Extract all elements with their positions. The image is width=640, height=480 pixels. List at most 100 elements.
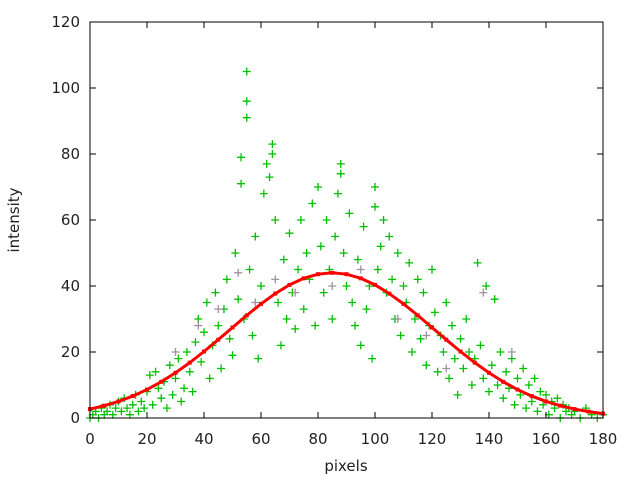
data-point [316, 242, 325, 251]
data-point [422, 331, 431, 340]
data-point [408, 348, 417, 356]
fit-point [358, 276, 363, 281]
data-point [271, 216, 280, 224]
fit-point [116, 399, 121, 404]
data-point [242, 113, 251, 122]
fit-curve [89, 271, 604, 416]
data-point [177, 397, 186, 406]
data-point [479, 288, 488, 297]
data-point [490, 295, 499, 304]
data-point [225, 334, 234, 343]
data-point [459, 364, 468, 373]
data-point [510, 400, 519, 409]
x-tick-label: 100 [361, 430, 390, 448]
data-point [447, 321, 456, 330]
fit-point [330, 270, 335, 275]
data-point [168, 390, 177, 399]
data-point [154, 384, 163, 393]
fit-point [387, 291, 392, 296]
data-point [479, 374, 488, 383]
fit-point [572, 407, 577, 412]
fit-point [216, 337, 221, 342]
data-point [362, 305, 371, 314]
data-point [348, 298, 357, 307]
data-point [197, 357, 206, 366]
data-point [442, 298, 451, 307]
fit-point [472, 360, 477, 365]
fit-point [458, 349, 463, 354]
data-point [353, 255, 362, 264]
data-point [473, 258, 482, 267]
fit-point [415, 313, 420, 318]
fit-point [373, 282, 377, 287]
data-point [137, 397, 146, 406]
data-point [419, 288, 428, 297]
data-point [485, 387, 493, 396]
data-point [342, 282, 351, 290]
data-point [328, 282, 337, 290]
data-point [336, 159, 345, 168]
data-point [194, 321, 203, 330]
data-point [328, 315, 337, 323]
data-point [453, 390, 462, 399]
data-point [148, 400, 157, 409]
fit-point [187, 360, 192, 365]
y-tick-label: 80 [61, 145, 80, 163]
data-point [291, 288, 300, 297]
x-tick-label: 60 [251, 430, 270, 448]
y-tick-label: 60 [61, 211, 80, 229]
fit-point [130, 394, 135, 399]
data-point [445, 374, 454, 383]
data-point [188, 387, 197, 396]
data-point [171, 374, 180, 383]
data-point [302, 249, 311, 257]
data-point [311, 321, 320, 330]
data-point [262, 159, 271, 168]
data-point [211, 288, 220, 297]
data-point [299, 305, 308, 314]
data-point [379, 216, 388, 224]
data-point [182, 348, 191, 356]
data-point [533, 407, 542, 416]
data-point [536, 387, 545, 396]
data-point [399, 282, 408, 290]
x-tick-label: 140 [475, 430, 504, 448]
data-point [322, 216, 331, 224]
data-point [416, 334, 425, 343]
x-tick-label: 0 [85, 430, 95, 448]
data-point [356, 265, 365, 274]
fit-point [544, 399, 548, 404]
y-tick-label: 100 [51, 79, 80, 97]
data-point [276, 341, 285, 350]
data-point [180, 384, 189, 393]
data-point [202, 298, 211, 307]
data-point [231, 249, 240, 257]
data-point [513, 374, 522, 383]
fit-point [529, 394, 534, 399]
plot-frame [89, 21, 604, 419]
data-point [217, 364, 226, 373]
data-point [385, 232, 394, 241]
data-point [410, 315, 419, 323]
data-point [157, 394, 166, 403]
data-point [530, 374, 539, 383]
fit-point [444, 337, 449, 342]
y-tick-label: 120 [51, 13, 80, 31]
data-point [405, 258, 414, 267]
data-point [430, 308, 439, 317]
data-point [291, 324, 300, 333]
plot-marks [86, 67, 607, 422]
data-point [151, 367, 160, 376]
data-point [393, 315, 402, 323]
data-point [251, 298, 260, 307]
fit-point [558, 403, 563, 408]
data-point [499, 394, 508, 403]
fit-point [501, 379, 506, 384]
fit-point [273, 291, 278, 296]
data-point [487, 361, 496, 370]
axis-ticks: 0 20 40 60 80 100 120 140 160 180 0 20 40 60 80 100 120 [51, 13, 617, 448]
data-point [171, 348, 180, 356]
fit-point [515, 387, 520, 392]
data-point [248, 331, 257, 340]
x-tick-label: 180 [589, 430, 618, 448]
